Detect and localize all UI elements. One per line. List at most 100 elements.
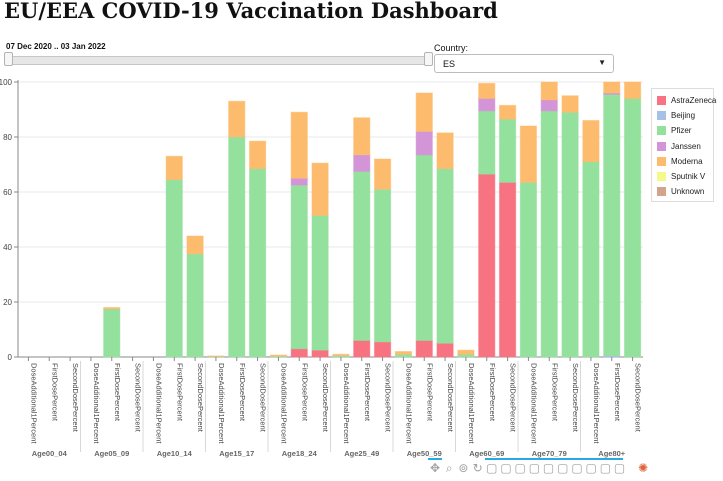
bar-segment[interactable] bbox=[478, 82, 496, 99]
reset-icon[interactable]: ↻ bbox=[472, 461, 483, 475]
bar-segment[interactable] bbox=[186, 253, 204, 358]
bar-segment[interactable] bbox=[478, 110, 496, 175]
wheel-zoom-icon[interactable]: ⊚ bbox=[458, 461, 469, 475]
bar-segment[interactable] bbox=[311, 349, 329, 358]
y-tick-label: 20 bbox=[3, 298, 12, 307]
x-tick-label: SecondDosePercent bbox=[384, 363, 393, 433]
bar-segment[interactable] bbox=[623, 81, 642, 99]
bar-segment[interactable] bbox=[353, 117, 371, 156]
x-tick-label: DoseAdditional1Percent bbox=[592, 363, 601, 444]
hover-icon[interactable]: ▢ bbox=[500, 461, 512, 475]
bar-segment[interactable] bbox=[186, 235, 204, 255]
chevron-down-icon: ▼ bbox=[598, 58, 606, 67]
bar-segment[interactable] bbox=[478, 173, 496, 358]
bar-segment[interactable] bbox=[540, 110, 558, 358]
bar-segment[interactable] bbox=[436, 342, 454, 358]
group-label: Age00_04 bbox=[32, 449, 68, 458]
x-tick-label: DoseAdditional1Percent bbox=[154, 363, 163, 444]
x-tick-label: FirstDosePercent bbox=[613, 363, 622, 422]
hover-icon[interactable]: ▢ bbox=[486, 461, 498, 475]
bar-segment[interactable] bbox=[415, 154, 433, 341]
legend-label: Moderna bbox=[671, 156, 703, 166]
bar-segment[interactable] bbox=[228, 100, 246, 138]
bar-segment[interactable] bbox=[373, 158, 392, 190]
bar-segment[interactable] bbox=[415, 131, 433, 156]
bar-segment[interactable] bbox=[290, 184, 308, 350]
bar-segment[interactable] bbox=[290, 177, 308, 186]
bar-segment[interactable] bbox=[415, 92, 433, 132]
bar-segment[interactable] bbox=[561, 95, 579, 113]
bar-segment[interactable] bbox=[311, 162, 329, 216]
bar-segment[interactable] bbox=[353, 340, 371, 358]
bar-segment[interactable] bbox=[603, 93, 621, 357]
bar-segment[interactable] bbox=[207, 355, 225, 357]
legend-swatch bbox=[657, 141, 666, 151]
bar-segment[interactable] bbox=[248, 168, 267, 358]
bar-segment[interactable] bbox=[603, 81, 621, 94]
hover-icon[interactable]: ▢ bbox=[542, 461, 555, 475]
bar-segment[interactable] bbox=[332, 353, 350, 357]
bar-segment[interactable] bbox=[290, 111, 308, 179]
bar-segment[interactable] bbox=[353, 170, 371, 341]
bar-segment[interactable] bbox=[582, 161, 600, 358]
pan-icon[interactable]: ✥ bbox=[429, 461, 441, 475]
x-tick-label: SecondDosePercent bbox=[571, 363, 580, 433]
bar-segment[interactable] bbox=[582, 120, 600, 163]
bar-segment[interactable] bbox=[540, 81, 558, 101]
bar-segment[interactable] bbox=[519, 181, 538, 358]
x-tick-label: FirstDosePercent bbox=[238, 363, 247, 422]
group-label: Age18_24 bbox=[282, 449, 318, 458]
group-label: Age05_09 bbox=[94, 449, 129, 458]
x-tick-label: FirstDosePercent bbox=[363, 363, 372, 422]
hover-icon[interactable]: ▢ bbox=[557, 461, 569, 475]
legend-label: Sputnik V bbox=[671, 172, 706, 181]
country-label: Country: bbox=[434, 43, 469, 53]
bar-segment[interactable] bbox=[498, 118, 517, 183]
bar-segment[interactable] bbox=[519, 125, 538, 183]
hover-icon[interactable]: ▢ bbox=[528, 461, 541, 475]
bar-segment[interactable] bbox=[394, 351, 413, 355]
bokeh-logo-icon[interactable]: ✺ bbox=[637, 461, 649, 475]
bar-segment[interactable] bbox=[457, 349, 475, 355]
hover-icon[interactable]: ▢ bbox=[514, 461, 526, 475]
bar-segment[interactable] bbox=[498, 104, 517, 120]
bar-segment[interactable] bbox=[436, 168, 454, 344]
bar-segment[interactable] bbox=[311, 214, 329, 351]
hover-icon[interactable]: ▢ bbox=[599, 461, 612, 475]
hover-icon[interactable]: ▢ bbox=[585, 461, 597, 475]
bar-segment[interactable] bbox=[373, 341, 392, 358]
date-range-label: 07 Dec 2020 .. 03 Jan 2022 bbox=[6, 42, 106, 51]
x-tick-label: DoseAdditional1Percent bbox=[92, 363, 101, 444]
hover-icon[interactable]: ▢ bbox=[571, 461, 583, 475]
x-tick-label: SecondDosePercent bbox=[134, 363, 143, 433]
bar-segment[interactable] bbox=[103, 307, 121, 310]
active-tool-indicator bbox=[484, 458, 623, 460]
bar-segment[interactable] bbox=[561, 111, 579, 358]
x-tick-label: SecondDosePercent bbox=[321, 363, 330, 433]
hover-icon[interactable]: ▢ bbox=[613, 461, 626, 475]
bar-segment[interactable] bbox=[165, 179, 183, 358]
date-range-start-handle[interactable] bbox=[4, 52, 13, 66]
x-tick-label: SecondDosePercent bbox=[71, 363, 80, 433]
date-range-end-handle[interactable] bbox=[424, 52, 433, 66]
bar-segment[interactable] bbox=[353, 154, 371, 172]
legend-swatch bbox=[657, 96, 666, 105]
country-select[interactable]: ES ▼ bbox=[434, 54, 614, 73]
bar-segment[interactable] bbox=[478, 98, 496, 112]
bar-segment[interactable] bbox=[103, 308, 121, 358]
bar-segment[interactable] bbox=[290, 348, 308, 358]
bar-segment[interactable] bbox=[415, 340, 433, 358]
bar-segment[interactable] bbox=[540, 99, 558, 112]
legend-swatch bbox=[657, 187, 666, 197]
bar-segment[interactable] bbox=[498, 181, 517, 358]
x-tick-label: DoseAdditional1Percent bbox=[279, 363, 288, 444]
bar-segment[interactable] bbox=[269, 354, 288, 357]
bar-segment[interactable] bbox=[228, 136, 246, 358]
bar-segment[interactable] bbox=[373, 188, 392, 343]
bar-segment[interactable] bbox=[248, 140, 267, 170]
box-zoom-icon[interactable]: ⌕ bbox=[445, 461, 453, 475]
bar-segment[interactable] bbox=[436, 132, 454, 170]
bar-segment[interactable] bbox=[165, 155, 183, 181]
bar-segment[interactable] bbox=[623, 98, 642, 358]
